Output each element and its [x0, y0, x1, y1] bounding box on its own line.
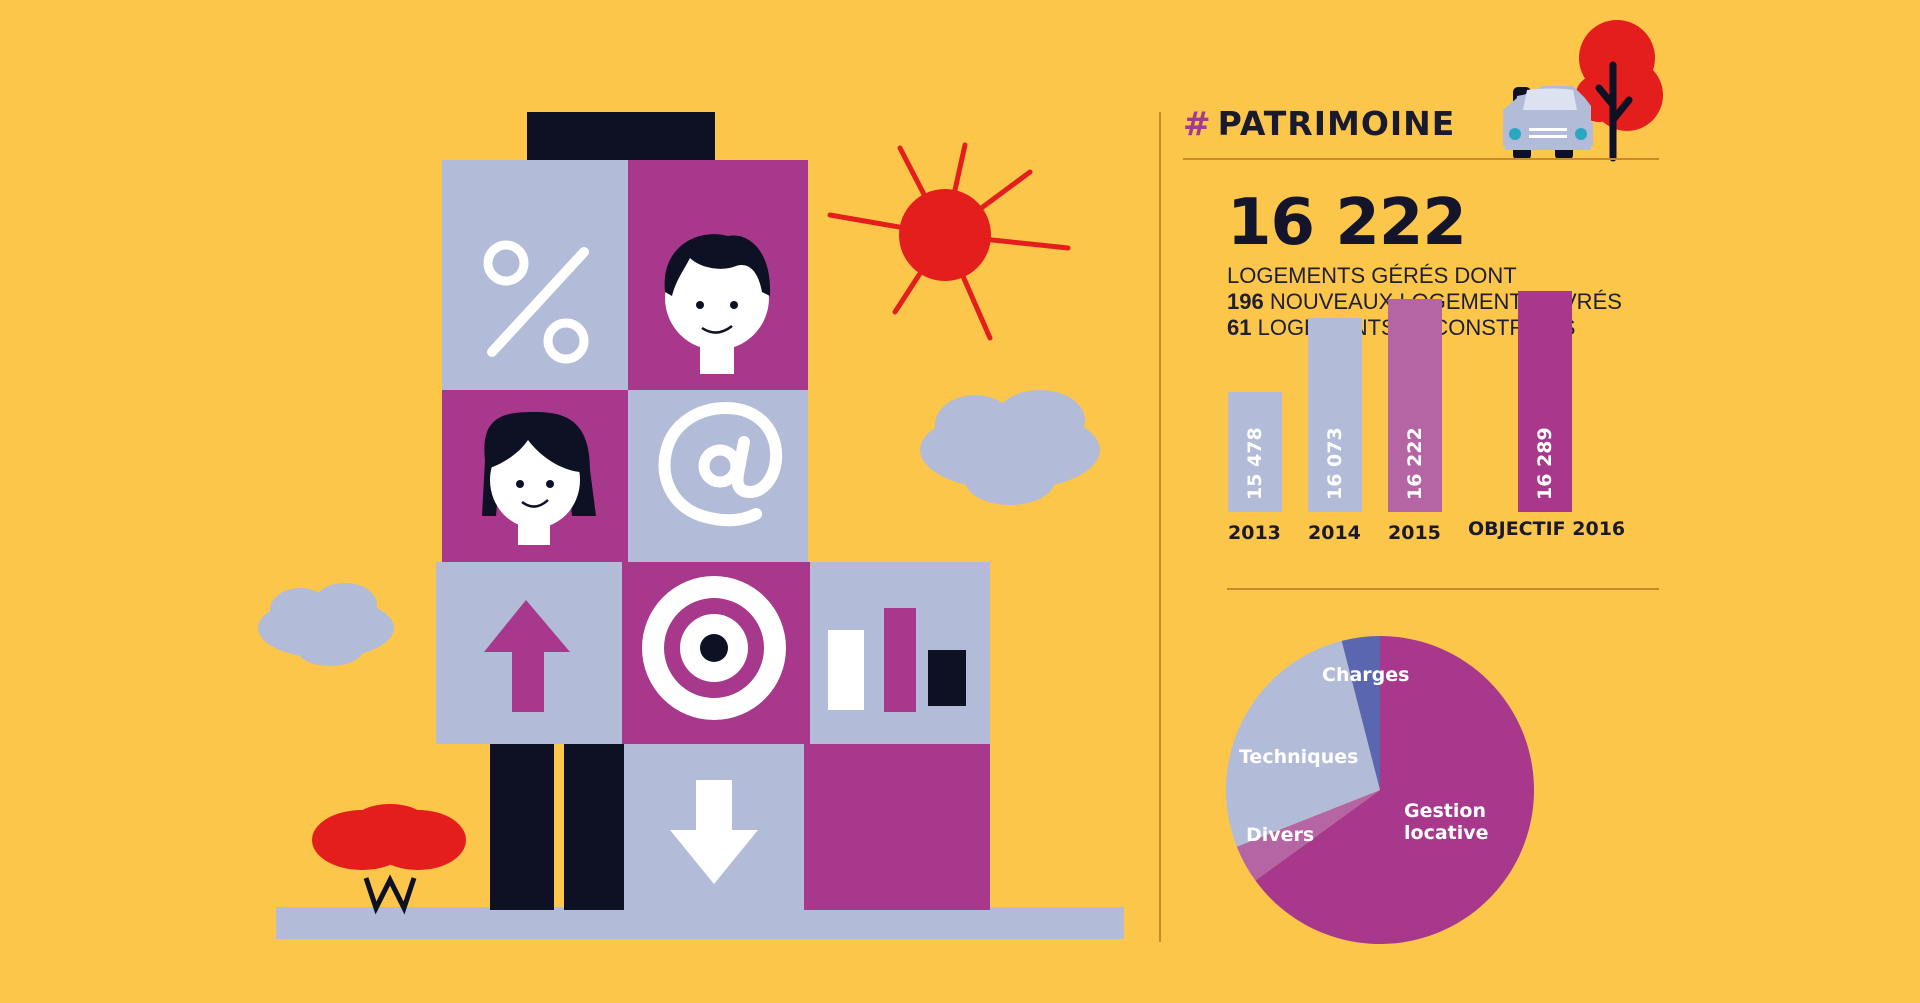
pie-slice-divers	[1236, 790, 1380, 881]
tile	[804, 744, 990, 910]
housing-details: LOGEMENTS GÉRÉS DONT 196 NOUVEAUX LOGEME…	[1227, 263, 1622, 341]
section-title: # PATRIMOINE	[1183, 104, 1455, 143]
pie-label-divers: Divers	[1246, 824, 1315, 846]
pie-label-charges: Charges	[1322, 664, 1410, 686]
bar-category-label: 2013	[1228, 522, 1281, 544]
vertical-divider	[1159, 112, 1161, 942]
new-housing-count: 196	[1227, 289, 1264, 314]
pie-slice-gestion-locative	[1255, 636, 1534, 944]
boy-face-icon	[664, 234, 771, 374]
section-title-text: PATRIMOINE	[1217, 104, 1456, 143]
bar-value-label: 15 478	[1244, 427, 1266, 500]
tile	[490, 744, 554, 910]
target-icon	[642, 576, 786, 720]
new-housing-label: NOUVEAUX LOGEMENTS LIVRÉS	[1263, 289, 1622, 314]
bar-chart-icon	[828, 608, 966, 712]
building-illustration	[258, 112, 1124, 939]
section-divider	[1227, 588, 1659, 590]
ground	[276, 907, 1124, 939]
deconstructed-label: LOGEMENTS DÉCONSTRUITS	[1251, 315, 1576, 340]
bar-value-label: 16 222	[1404, 427, 1426, 500]
pie-slice-techniques	[1226, 640, 1380, 847]
total-housing-number: 16 222	[1227, 186, 1467, 260]
bar-category-label: OBJECTIF 2016	[1468, 518, 1626, 540]
percent-icon	[483, 240, 589, 364]
tile	[442, 160, 628, 390]
pie-slice-charges	[1341, 636, 1380, 790]
bush-icon	[312, 804, 466, 915]
bar-value-label: 16 073	[1324, 427, 1346, 500]
bar-category-label: 2014	[1308, 522, 1361, 544]
cloud-icon	[920, 390, 1100, 505]
tree-icon	[1575, 20, 1663, 162]
housing-line-1: LOGEMENTS GÉRÉS DONT	[1227, 263, 1517, 288]
sun-icon	[827, 142, 1071, 341]
cloud-icon	[258, 583, 394, 666]
housing-line-2: 196 NOUVEAUX LOGEMENTS LIVRÉS	[1227, 289, 1622, 315]
car-icon	[1503, 86, 1593, 160]
girl-face-icon	[482, 412, 596, 545]
bar-2013: 15 478	[1228, 392, 1282, 512]
down-arrow-icon	[670, 780, 758, 884]
housing-line-3: 61 LOGEMENTS DÉCONSTRUITS	[1227, 315, 1622, 341]
hash-symbol: #	[1183, 104, 1212, 143]
bar-category-label: 2015	[1388, 522, 1441, 544]
pie-label-techniques: Techniques	[1239, 746, 1359, 768]
at-sign-icon	[658, 401, 783, 527]
tile	[564, 744, 624, 910]
bar-value-label: 16 289	[1534, 427, 1556, 500]
deconstructed-count: 61	[1227, 315, 1252, 340]
title-underline	[1183, 158, 1659, 160]
up-arrow-icon	[484, 600, 570, 712]
bar-2014: 16 073	[1308, 318, 1362, 512]
car-tree-illustration	[1503, 20, 1663, 162]
roof-block	[527, 112, 715, 160]
pie-label-gestion-locative: Gestion locative	[1404, 800, 1489, 844]
tile	[628, 390, 808, 562]
expense-pie-chart	[1226, 636, 1534, 944]
